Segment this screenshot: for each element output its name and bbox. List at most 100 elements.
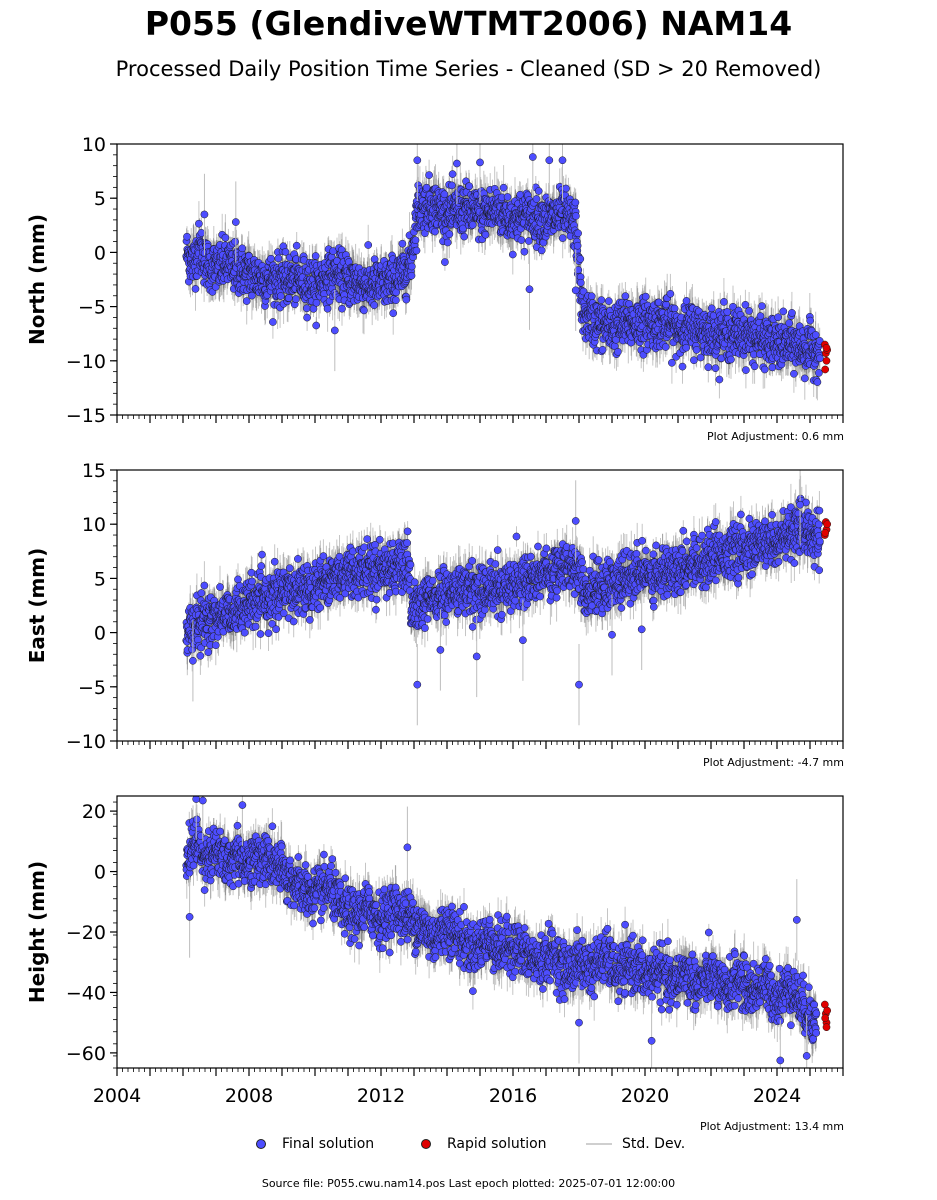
north-final-point — [360, 306, 368, 315]
north-final-point — [745, 307, 753, 315]
north-final-point — [576, 255, 585, 263]
north-final-point — [517, 236, 526, 244]
north-final-point — [720, 298, 728, 306]
north-final-point — [311, 252, 320, 260]
north-final-point — [682, 343, 691, 352]
north-final-point — [558, 234, 567, 242]
north-final-point — [508, 250, 517, 259]
north-final-point — [573, 241, 582, 250]
north-final-point — [696, 353, 705, 362]
north-final-point — [574, 229, 582, 238]
north-final-point — [572, 212, 580, 220]
north-final-point — [750, 362, 759, 371]
north-final-point — [238, 244, 247, 253]
north-final-point — [723, 308, 732, 316]
north-final-point — [431, 227, 439, 236]
north-final-point — [443, 238, 452, 247]
north-final-point — [524, 237, 533, 245]
north-final-point — [741, 300, 750, 309]
north-final-point — [465, 182, 474, 191]
north-final-point — [242, 297, 251, 305]
north-final-point — [221, 233, 230, 242]
north-final-point — [756, 312, 765, 320]
north-final-point — [292, 241, 301, 250]
north-final-point — [711, 364, 720, 373]
north-final-point — [715, 375, 724, 384]
north-final-point — [704, 363, 713, 372]
north-final-point — [338, 304, 346, 313]
north-final-point — [727, 355, 735, 364]
north-final-point — [302, 304, 311, 313]
north-final-point — [597, 296, 606, 304]
north-final-point — [392, 296, 400, 305]
north-final-point — [571, 198, 580, 207]
north-final-point — [364, 241, 373, 249]
north-final-point — [534, 187, 543, 195]
north-final-point — [422, 183, 431, 192]
north-final-point — [195, 219, 203, 228]
north-final-point — [614, 347, 622, 356]
north-final-point — [412, 246, 421, 255]
north-final-point — [269, 318, 277, 326]
north-final-point — [191, 285, 200, 293]
north-final-point — [690, 356, 698, 365]
north-final-point — [323, 304, 332, 313]
north-final-point — [440, 190, 449, 199]
north-final-point — [281, 248, 290, 256]
chart-title: P055 (GlendiveWTMT2006) NAM14 — [144, 4, 793, 43]
north-final-point — [292, 295, 300, 303]
north-final-point — [267, 254, 275, 263]
north-final-point — [760, 365, 769, 374]
north-final-point — [758, 302, 766, 310]
north-final-point — [441, 258, 449, 266]
north-final-point — [312, 298, 321, 307]
north-final-point — [276, 292, 285, 300]
north-final-point — [445, 230, 454, 239]
north-final-point — [481, 230, 490, 239]
north-final-point — [604, 297, 613, 305]
north-final-point — [621, 292, 630, 300]
north-final-point — [774, 313, 782, 322]
north-final-point — [274, 254, 283, 263]
north-final-point — [537, 246, 546, 255]
north-final-point — [678, 362, 687, 371]
north-final-point — [448, 181, 456, 190]
north-final-point — [562, 184, 570, 193]
north-final-point — [389, 309, 398, 318]
north-final-point — [460, 232, 469, 241]
north-final-point — [598, 345, 607, 354]
north-final-point — [587, 292, 596, 301]
north-final-point — [670, 304, 679, 313]
north-final-point — [197, 229, 206, 237]
north-final-point — [641, 292, 650, 301]
north-final-point — [532, 195, 541, 203]
chart-subtitle: Processed Daily Position Time Series - C… — [115, 57, 822, 81]
north-final-point — [503, 193, 512, 201]
north-final-point — [692, 346, 701, 354]
north-final-point — [468, 221, 477, 229]
north-final-point — [682, 297, 691, 305]
north-final-point — [407, 262, 416, 271]
north-final-point — [398, 239, 407, 248]
north-final-point — [284, 294, 293, 302]
north-final-point — [707, 304, 716, 313]
north-final-point — [668, 358, 676, 367]
north-final-point — [183, 232, 191, 241]
north-data-layer — [182, 144, 832, 401]
north-final-point — [425, 171, 433, 179]
north-final-point — [779, 307, 788, 316]
north-final-point — [742, 366, 750, 374]
north-final-point — [370, 301, 379, 310]
north-final-point — [661, 343, 670, 351]
north-final-point — [303, 313, 311, 322]
north-final-point — [411, 236, 420, 245]
north-final-point — [448, 170, 457, 178]
north-final-point — [407, 271, 416, 280]
north-final-point — [666, 289, 675, 298]
north-final-point — [459, 224, 467, 233]
north-final-point — [520, 247, 529, 256]
north-final-point — [402, 295, 411, 304]
north-final-point — [231, 237, 239, 246]
